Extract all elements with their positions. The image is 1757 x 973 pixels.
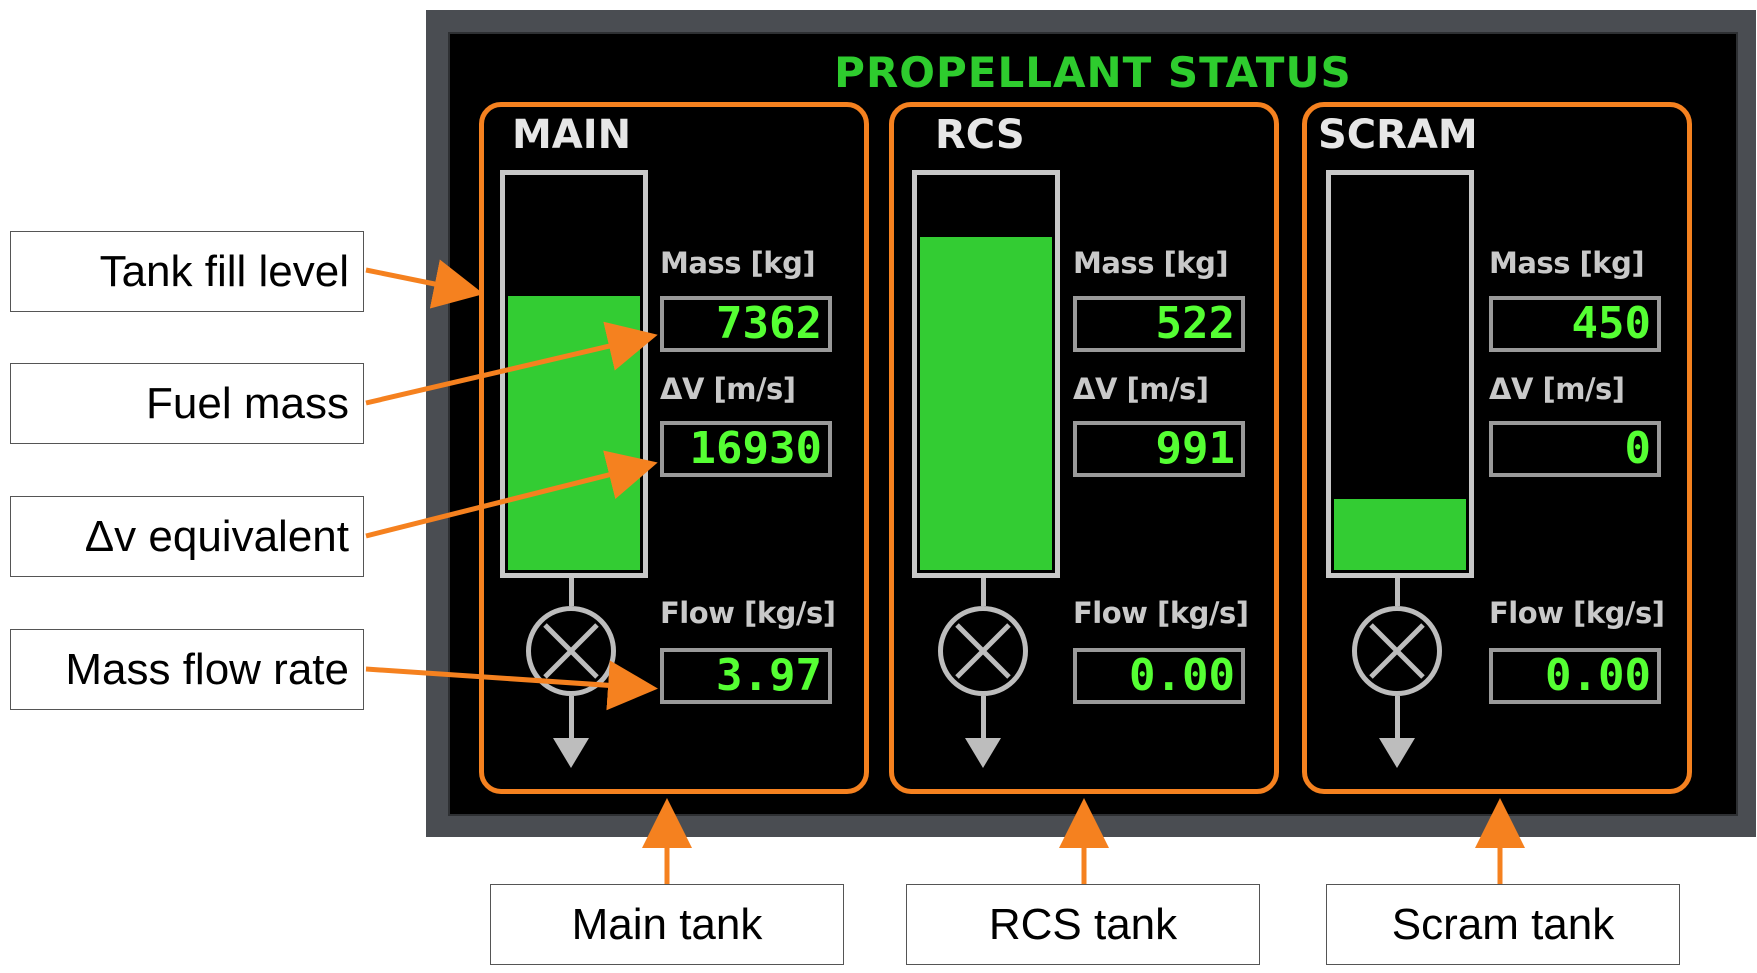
callout-rcs-tank: RCS tank xyxy=(906,884,1260,965)
scram-pipe-top xyxy=(1395,578,1400,606)
scram-mass-readout: 450 xyxy=(1489,296,1661,352)
rcs-flow-readout: 0.00 xyxy=(1073,648,1245,704)
rcs-tank-name: RCS xyxy=(935,112,1025,158)
main-pipe-bottom xyxy=(569,696,574,738)
flow-arrow-icon xyxy=(965,738,1001,768)
flow-arrow-icon xyxy=(553,738,589,768)
scram-dv-readout: 0 xyxy=(1489,421,1661,477)
main-pipe-top xyxy=(569,578,574,606)
main-tank-group xyxy=(479,102,869,794)
scram-tank-gauge xyxy=(1326,170,1474,578)
scram-pipe-bottom xyxy=(1395,696,1400,738)
main-tank-gauge xyxy=(500,170,648,578)
main-mass-label: Mass [kg] xyxy=(660,246,816,280)
rcs-tank-gauge xyxy=(912,170,1060,578)
scram-dv-label: ΔV [m/s] xyxy=(1489,372,1625,406)
valve-icon[interactable] xyxy=(1352,606,1442,696)
main-tank-fill xyxy=(508,296,640,570)
main-flow-readout: 3.97 xyxy=(660,648,832,704)
callout-tank-fill-level: Tank fill level xyxy=(10,231,364,312)
rcs-tank-fill xyxy=(920,237,1052,570)
rcs-pipe-top xyxy=(981,578,986,606)
main-dv-label: ΔV [m/s] xyxy=(660,372,796,406)
callout-fuel-mass: Fuel mass xyxy=(10,363,364,444)
scram-tank-name: SCRAM xyxy=(1318,112,1478,158)
rcs-mass-label: Mass [kg] xyxy=(1073,246,1229,280)
rcs-dv-readout: 991 xyxy=(1073,421,1245,477)
main-dv-readout: 16930 xyxy=(660,421,832,477)
scram-tank-group xyxy=(1302,102,1692,794)
callout-scram-tank: Scram tank xyxy=(1326,884,1680,965)
rcs-pipe-bottom xyxy=(981,696,986,738)
scram-flow-readout: 0.00 xyxy=(1489,648,1661,704)
rcs-flow-label: Flow [kg/s] xyxy=(1073,596,1249,630)
rcs-dv-label: ΔV [m/s] xyxy=(1073,372,1209,406)
scram-flow-label: Flow [kg/s] xyxy=(1489,596,1665,630)
main-tank-name: MAIN xyxy=(512,112,632,158)
panel-title: PROPELLANT STATUS xyxy=(834,48,1352,97)
rcs-mass-readout: 522 xyxy=(1073,296,1245,352)
scram-tank-fill xyxy=(1334,499,1466,570)
callout-mass-flow-rate: Mass flow rate xyxy=(10,629,364,710)
rcs-tank-group xyxy=(889,102,1279,794)
scram-mass-label: Mass [kg] xyxy=(1489,246,1645,280)
callout-dv-equivalent: Δv equivalent xyxy=(10,496,364,577)
callout-main-tank: Main tank xyxy=(490,884,844,965)
valve-icon[interactable] xyxy=(938,606,1028,696)
main-flow-label: Flow [kg/s] xyxy=(660,596,836,630)
main-mass-readout: 7362 xyxy=(660,296,832,352)
valve-icon[interactable] xyxy=(526,606,616,696)
flow-arrow-icon xyxy=(1379,738,1415,768)
